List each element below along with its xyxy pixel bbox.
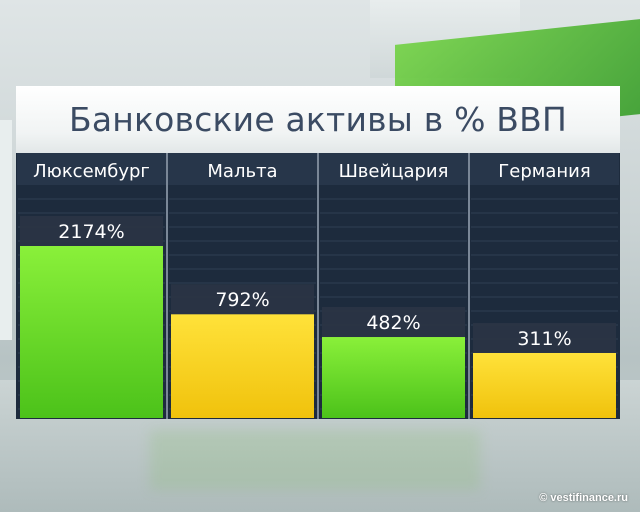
chart-title-bar: Банковские активы в % ВВП <box>16 86 620 157</box>
value-label-box <box>20 216 163 246</box>
category-label: Швейцария <box>339 161 449 182</box>
value-label: 2174% <box>58 221 124 243</box>
bar <box>473 352 616 418</box>
watermark: © vestifinance.ru <box>539 492 628 504</box>
value-label: 792% <box>215 289 269 311</box>
column-header <box>17 153 166 185</box>
value-label-box <box>473 322 616 353</box>
category-label: Мальта <box>207 161 277 182</box>
bar <box>20 246 163 418</box>
value-label: 482% <box>366 312 420 334</box>
background-stripe <box>0 120 12 340</box>
category-label: Люксембург <box>33 161 150 182</box>
column-header <box>168 153 317 185</box>
value-label: 311% <box>517 328 571 350</box>
background-reflection <box>150 430 480 490</box>
column-header <box>319 153 468 185</box>
value-label-box <box>322 307 465 338</box>
column-header <box>470 153 619 185</box>
category-label: Германия <box>498 161 590 182</box>
value-label-box <box>171 284 314 315</box>
bar <box>171 314 314 418</box>
bar-chart: Люксембург 2174% Мальта 792% Швейцария 482% Ге… <box>16 153 620 419</box>
bar <box>322 337 465 418</box>
chart-title: Банковские активы в % ВВП <box>68 100 568 139</box>
